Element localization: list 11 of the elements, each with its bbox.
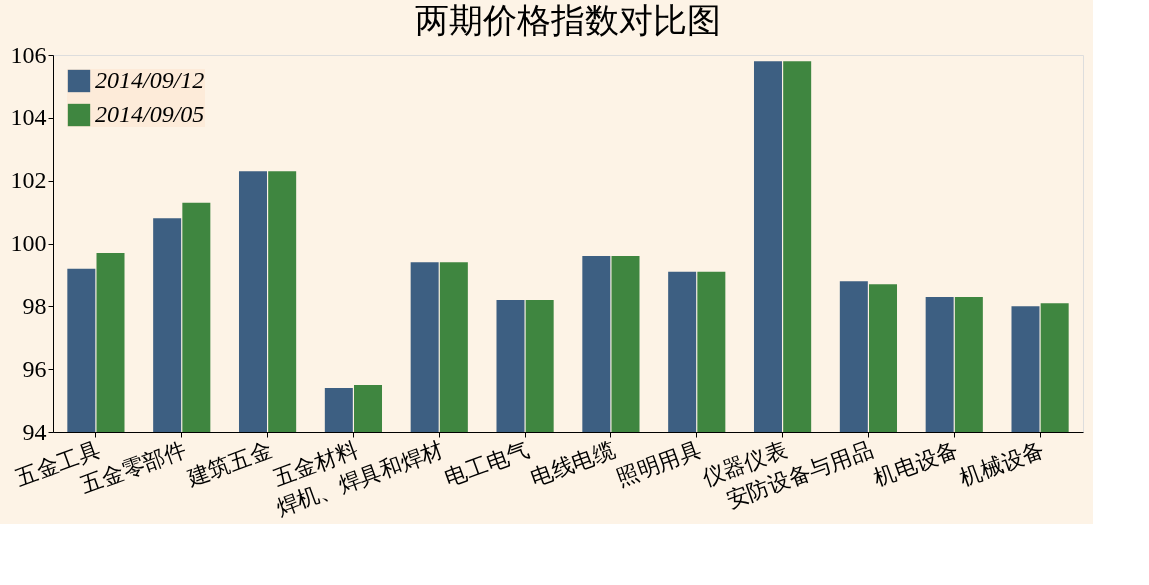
chart-title: 两期价格指数对比图 [415, 0, 721, 40]
y-tick-label: 104 [10, 104, 47, 131]
y-tick-label: 96 [22, 355, 47, 382]
legend-label: 2014/09/12 [95, 67, 205, 93]
y-tick-label: 106 [10, 41, 47, 68]
legend-label: 2014/09/05 [95, 101, 205, 127]
y-tick-label: 98 [22, 292, 47, 319]
x-tick-label: 机械设备 [956, 436, 1048, 491]
y-tick-label: 102 [10, 167, 47, 194]
y-tick-label: 100 [10, 230, 47, 256]
y-tick-label: 94 [22, 418, 47, 445]
